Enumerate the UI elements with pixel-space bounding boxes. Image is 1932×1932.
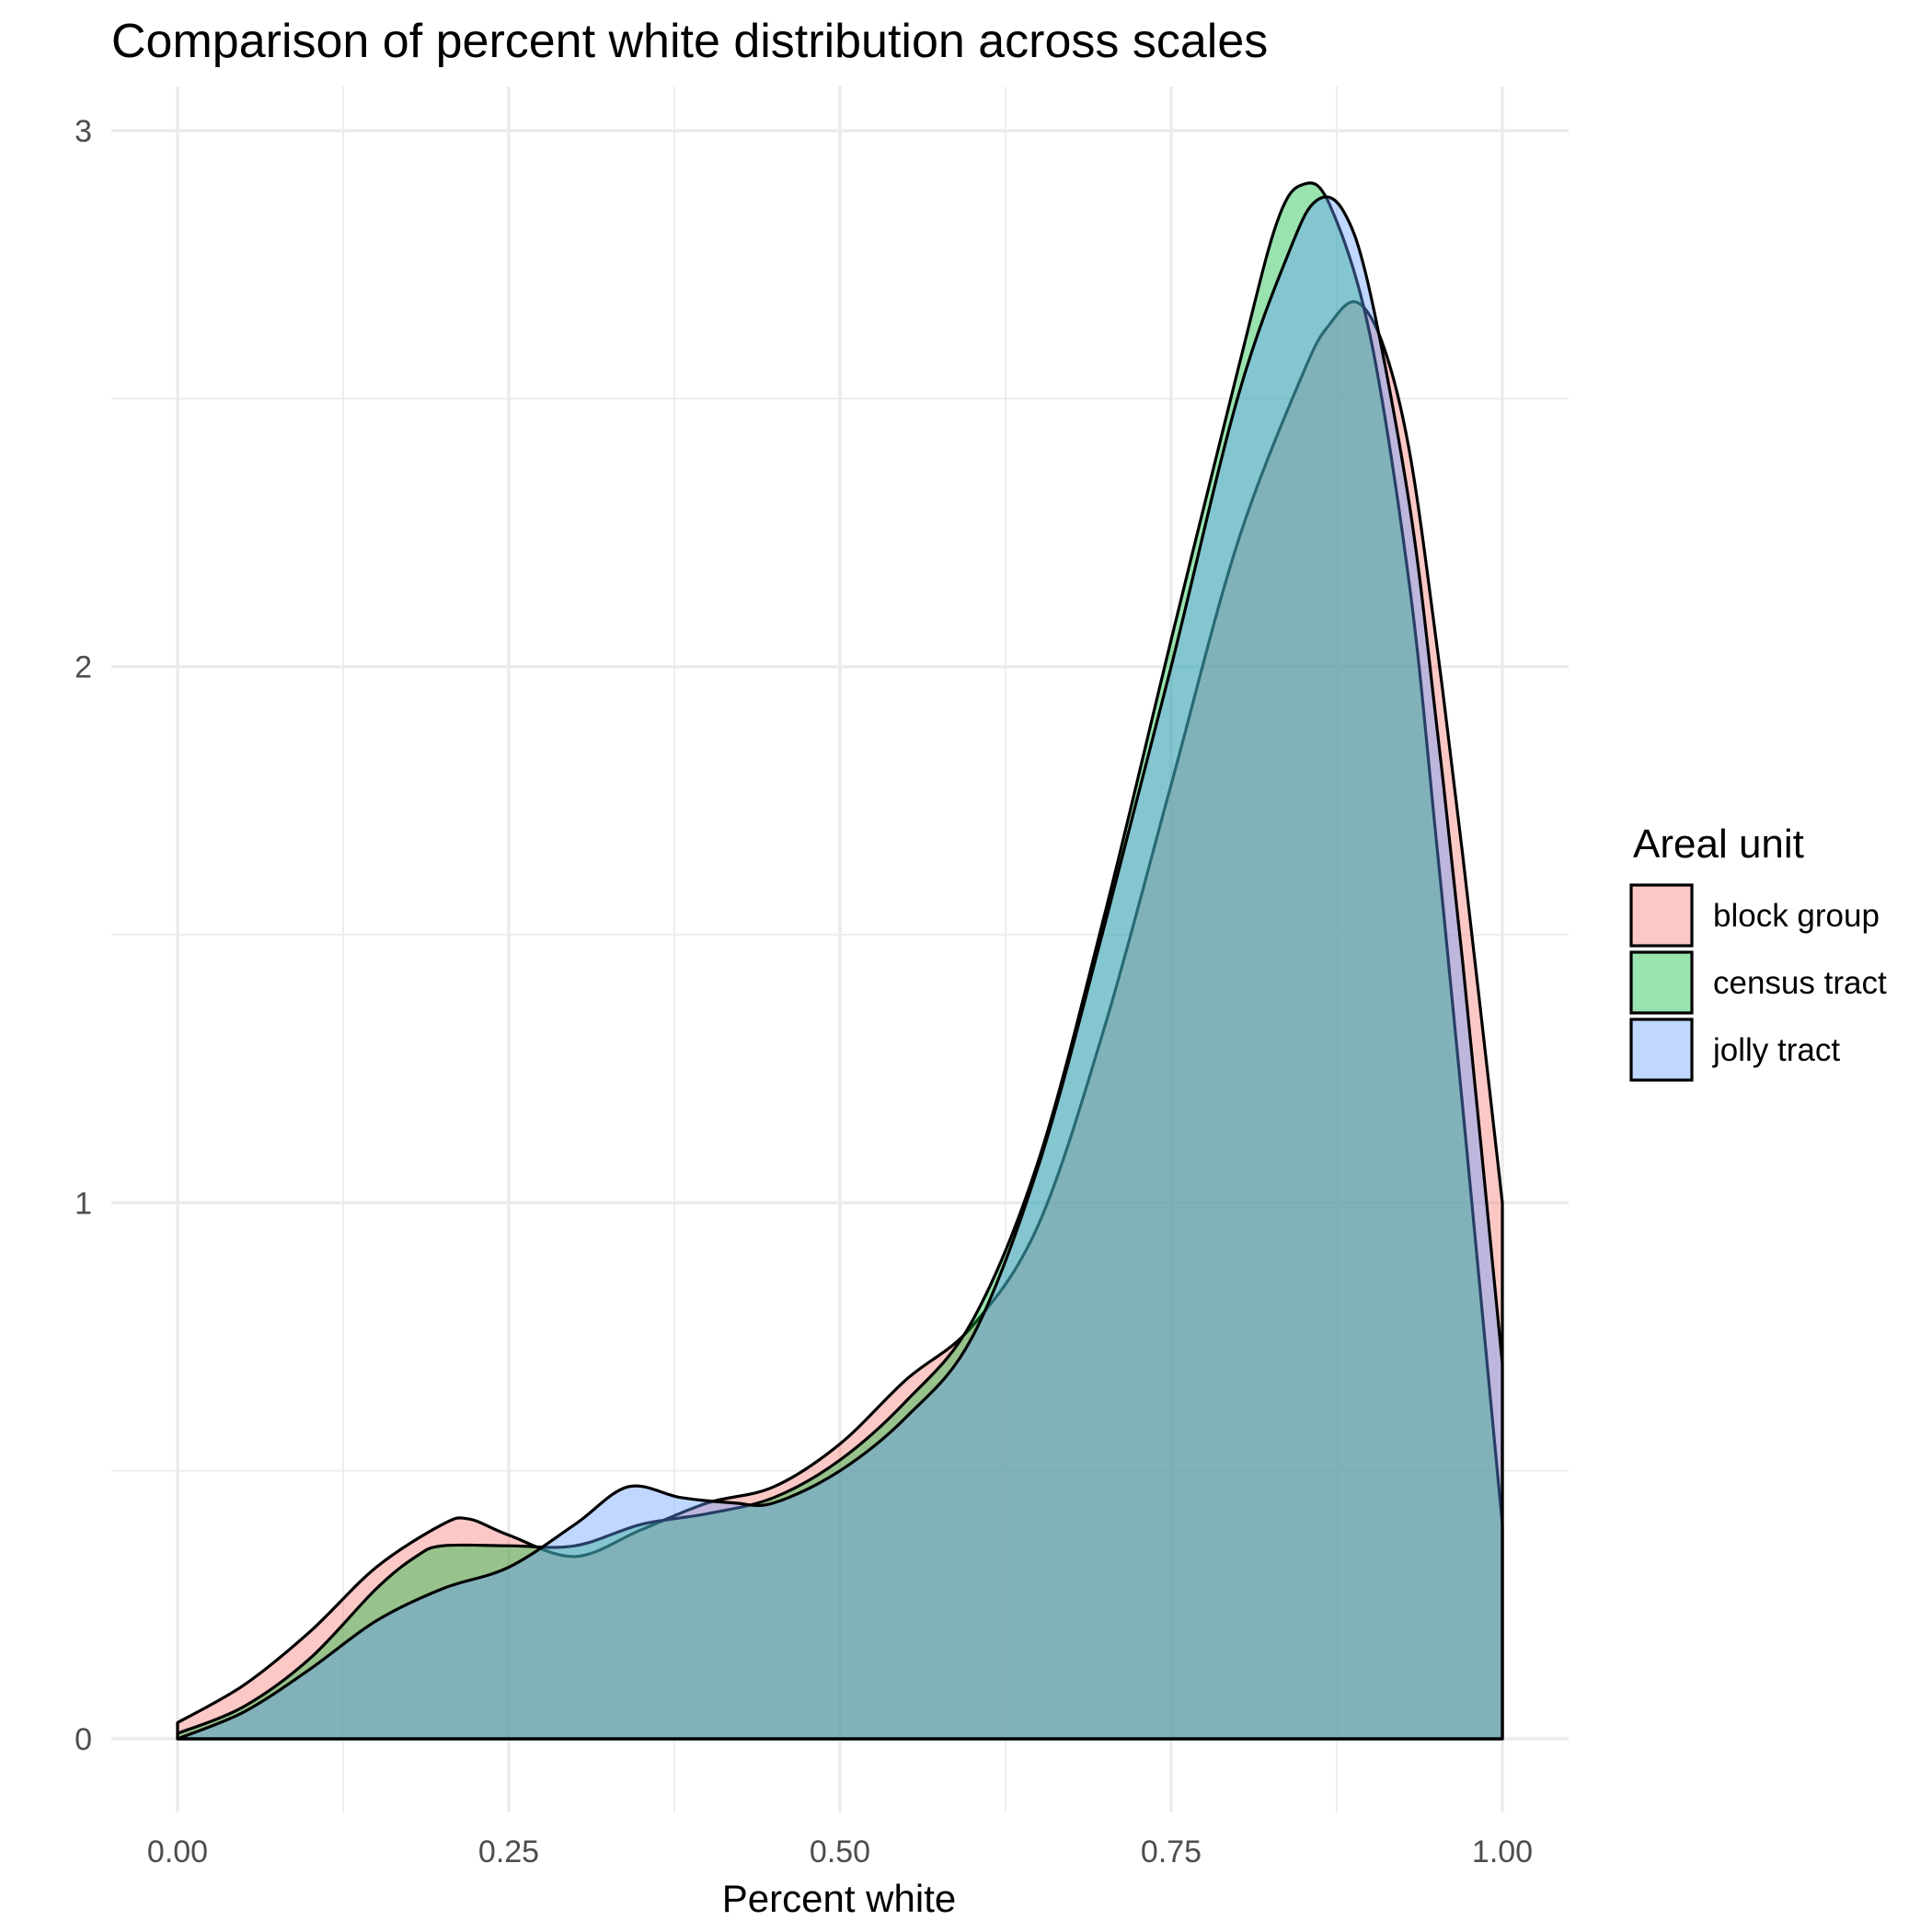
y-axis-tick-labels: 0 1 2 3 — [75, 114, 92, 1757]
x-tick-label: 0.00 — [147, 1834, 208, 1869]
legend-label: block group — [1713, 898, 1880, 934]
x-tick-label: 0.75 — [1141, 1834, 1202, 1869]
density-area-census-tract — [176, 181, 1504, 1741]
x-tick-label: 0.25 — [478, 1834, 539, 1869]
density-area-block-group — [176, 300, 1504, 1741]
chart-title: Comparison of percent white distribution… — [111, 15, 1268, 68]
x-axis-title: Percent white — [722, 1877, 956, 1920]
y-tick-label: 3 — [75, 114, 92, 149]
y-tick-label: 2 — [75, 650, 92, 685]
x-axis-tick-labels: 0.00 0.25 0.50 0.75 1.00 — [147, 1834, 1533, 1869]
legend-key-jolly-tract — [1629, 1018, 1694, 1082]
legend-label: census tract — [1713, 965, 1887, 1001]
legend-label: jolly tract — [1712, 1032, 1840, 1068]
legend-title: Areal unit — [1633, 822, 1804, 867]
x-tick-label: 1.00 — [1472, 1834, 1533, 1869]
density-areas — [176, 181, 1504, 1741]
legend: Areal unit block group census tract jolly … — [1629, 822, 1887, 1082]
y-tick-label: 1 — [75, 1186, 92, 1221]
density-area-jolly-tract — [176, 195, 1504, 1741]
y-tick-label: 0 — [75, 1722, 92, 1757]
legend-entries: block group census tract jolly tract — [1629, 883, 1887, 1082]
legend-key-census-tract — [1629, 950, 1694, 1015]
x-tick-label: 0.50 — [810, 1834, 870, 1869]
legend-key-block-group — [1629, 883, 1694, 948]
